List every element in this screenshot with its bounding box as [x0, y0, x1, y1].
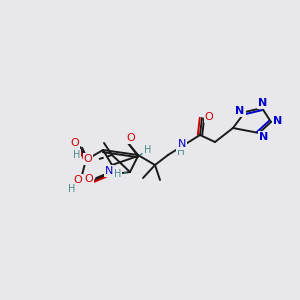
Text: H: H — [114, 169, 122, 179]
Text: N: N — [178, 139, 186, 149]
Text: O: O — [127, 133, 135, 143]
Text: N: N — [273, 116, 283, 126]
Text: N: N — [236, 106, 244, 116]
Text: O: O — [74, 175, 82, 185]
Text: O: O — [205, 112, 213, 122]
Text: O: O — [84, 154, 92, 164]
Text: H: H — [73, 150, 81, 160]
Text: N: N — [258, 98, 268, 108]
Text: N: N — [260, 132, 268, 142]
Text: H: H — [177, 147, 185, 157]
Text: N: N — [105, 166, 113, 176]
Text: H: H — [68, 184, 76, 194]
Text: O: O — [70, 138, 80, 148]
Text: O: O — [85, 174, 93, 184]
Text: H: H — [144, 145, 152, 155]
